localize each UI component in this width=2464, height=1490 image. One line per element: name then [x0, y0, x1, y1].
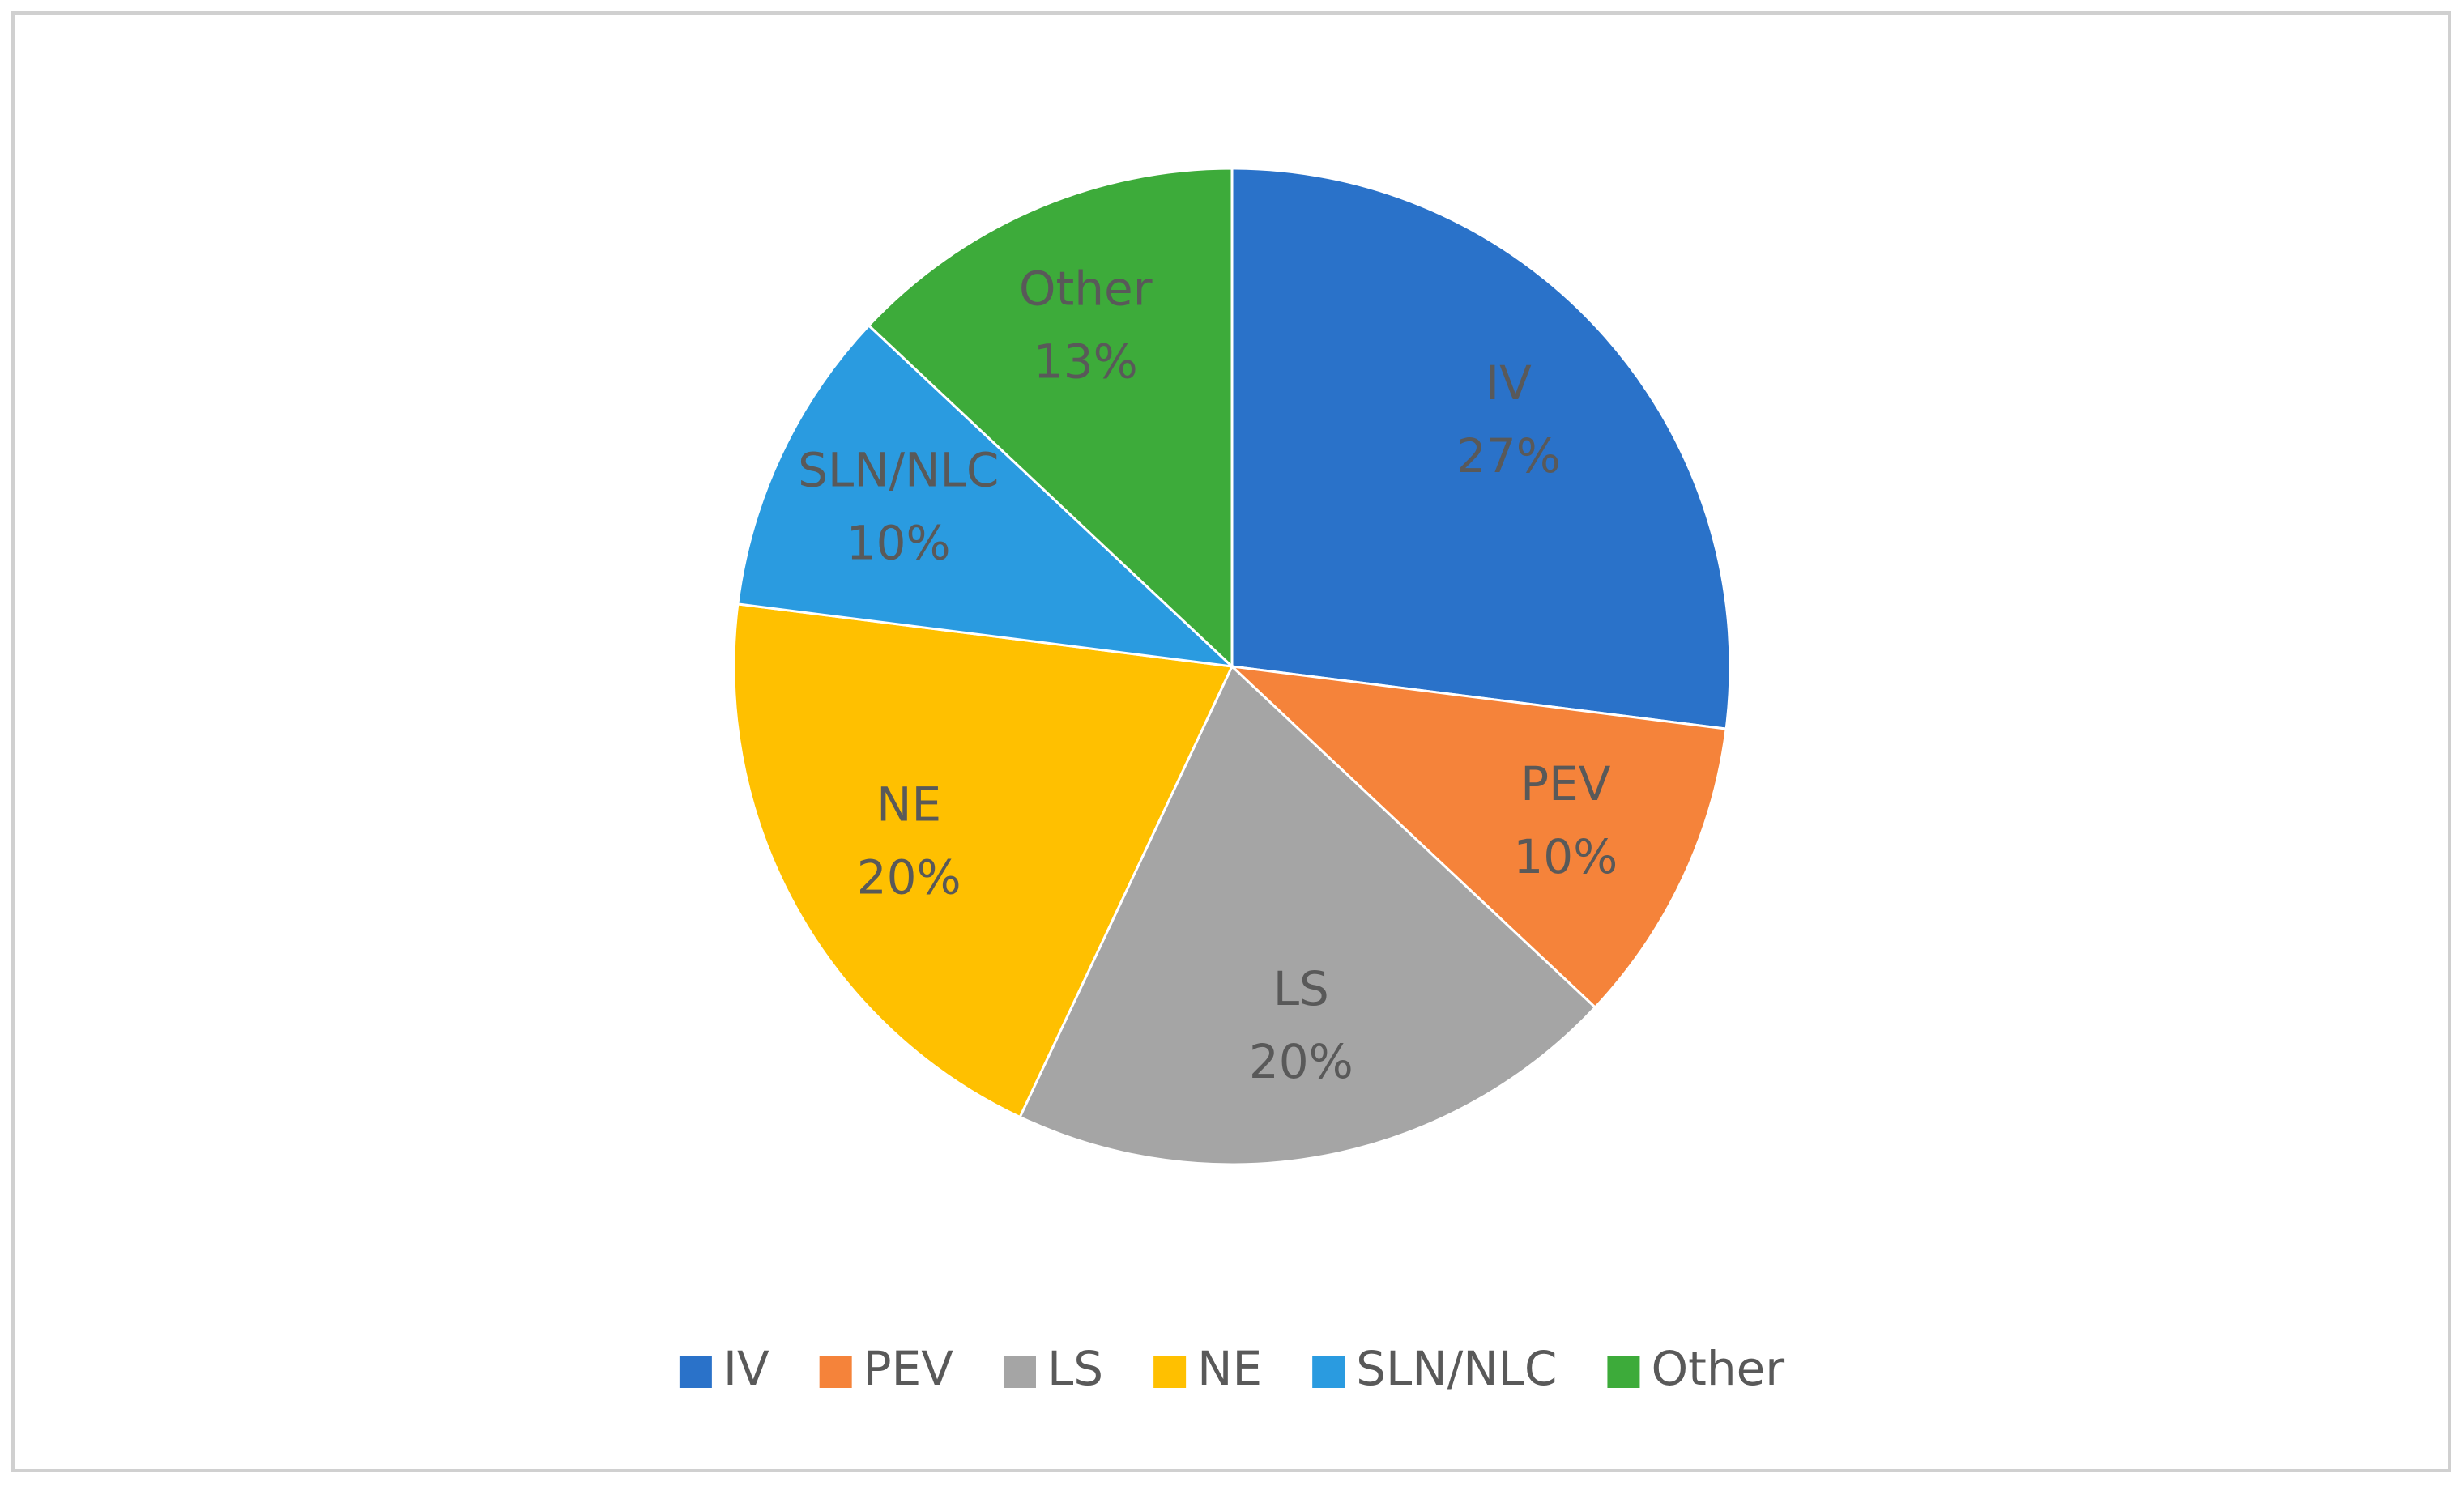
pie-slice: [736, 323, 1236, 669]
legend-swatch: [819, 1356, 852, 1388]
pie-slice: [867, 167, 1234, 670]
pie-slice: [732, 602, 1234, 1119]
slice-category-label: PEV: [1520, 756, 1611, 811]
pie-slice: [1228, 664, 1728, 1010]
pie-slice: [1230, 167, 1732, 730]
legend-label: PEV: [863, 1341, 954, 1396]
slice-value-label: 20%: [1249, 1034, 1353, 1089]
slice-category-label: LS: [1273, 961, 1329, 1016]
slice-value-label: 10%: [1513, 829, 1618, 884]
legend-swatch: [679, 1356, 712, 1388]
pie-slice: [1018, 664, 1597, 1166]
slice-value-label: 13%: [1034, 334, 1138, 389]
slice-category-label: IV: [1486, 355, 1532, 411]
legend-label: Other: [1651, 1341, 1784, 1396]
legend-label: LS: [1047, 1341, 1103, 1396]
legend-swatch: [1003, 1356, 1036, 1388]
slice-value-label: 10%: [846, 515, 951, 570]
legend-swatch: [1312, 1356, 1345, 1388]
slice-value-label: 20%: [857, 849, 961, 905]
slice-category-label: NE: [876, 777, 941, 832]
legend-label: SLN/NLC: [1356, 1341, 1557, 1396]
legend-swatch: [1153, 1356, 1187, 1388]
legend-label: NE: [1197, 1341, 1262, 1396]
slice-category-label: SLN/NLC: [798, 442, 999, 497]
legend-label: IV: [723, 1341, 769, 1396]
slice-category-label: Other: [1019, 261, 1153, 316]
slice-value-label: 27%: [1456, 428, 1561, 483]
legend-swatch: [1607, 1356, 1640, 1388]
legend: IV PEV LS NE SLN/NLC Other: [679, 1341, 1784, 1396]
